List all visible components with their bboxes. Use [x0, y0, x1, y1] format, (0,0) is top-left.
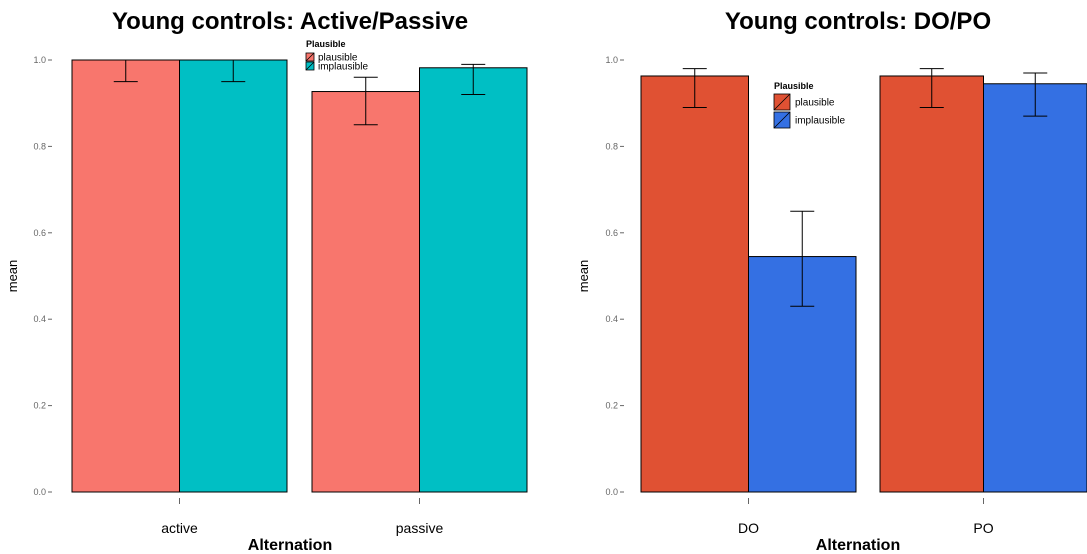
legend-label-plausible: plausible: [318, 53, 358, 64]
bar-plausible-DO: [640, 75, 749, 493]
x-tick-label: passive: [396, 520, 444, 536]
y-tick-label: 0.0: [33, 487, 46, 497]
legend: Plausible plausible implausible: [773, 81, 845, 129]
bar-group: [640, 68, 1087, 493]
legend-swatch-slash: [773, 111, 791, 129]
y-axis-ticks: 0.0 0.2 0.4 0.6 0.8 1.0: [605, 55, 624, 497]
bar-implausible-active: [179, 59, 288, 493]
y-tick-label: 0.8: [605, 141, 618, 151]
x-tick-label: PO: [973, 520, 993, 536]
bar-implausible-PO: [983, 83, 1087, 493]
x-tick-label: DO: [738, 520, 759, 536]
y-axis-ticks: 0.0 0.2 0.4 0.6 0.8 1.0: [33, 55, 52, 497]
y-tick-label: 0.4: [605, 314, 618, 324]
x-axis-label: Alternation: [248, 537, 332, 554]
legend-title: Plausible: [306, 39, 346, 49]
legend-swatch-slash: [305, 61, 315, 71]
x-axis-ticks: DO PO: [738, 498, 994, 536]
x-axis-ticks: active passive: [161, 498, 443, 536]
y-tick-label: 0.4: [33, 314, 46, 324]
chart-panel-do-po: Young controls: DO/PO mean Alternation 0…: [576, 8, 1087, 554]
legend-label-implausible: implausible: [795, 116, 845, 127]
y-axis-label: mean: [576, 260, 591, 293]
y-axis-label: mean: [5, 260, 20, 293]
y-tick-label: 1.0: [605, 55, 618, 65]
bar-group: [71, 59, 528, 493]
legend-title: Plausible: [774, 81, 814, 91]
bar-implausible-passive: [419, 67, 528, 493]
legend-label-plausible: plausible: [795, 98, 835, 109]
bar-plausible-PO: [879, 75, 984, 493]
y-tick-label: 1.0: [33, 55, 46, 65]
legend-label-implausible: implausible: [318, 62, 368, 73]
y-tick-label: 0.2: [605, 401, 618, 411]
chart-title: Young controls: DO/PO: [725, 8, 991, 35]
y-tick-label: 0.0: [605, 487, 618, 497]
y-tick-label: 0.6: [605, 228, 618, 238]
chart-panel-active-passive: Young controls: Active/Passive mean Alte…: [5, 8, 528, 554]
y-tick-label: 0.6: [33, 228, 46, 238]
legend-swatch-slash: [773, 93, 791, 111]
y-tick-label: 0.2: [33, 401, 46, 411]
legend-swatch-slash: [305, 52, 315, 62]
x-axis-label: Alternation: [816, 537, 900, 554]
chart-title: Young controls: Active/Passive: [112, 8, 468, 35]
bar-implausible-DO: [748, 256, 857, 493]
x-tick-label: active: [161, 520, 198, 536]
bar-plausible-active: [71, 59, 180, 493]
y-tick-label: 0.8: [33, 141, 46, 151]
bar-plausible-passive: [311, 91, 420, 493]
